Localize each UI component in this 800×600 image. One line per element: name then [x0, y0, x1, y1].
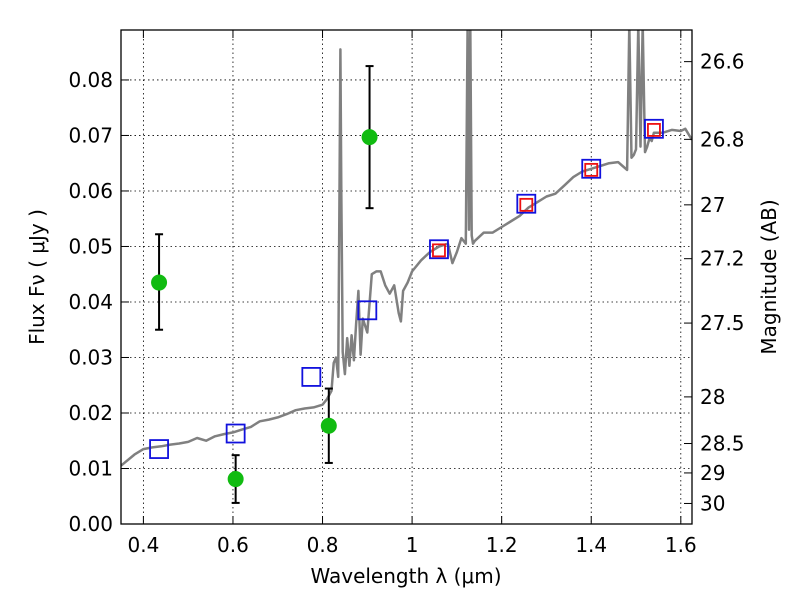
y-tick-label: 0.01: [68, 456, 113, 480]
right-tick-label: 27.2: [700, 247, 745, 271]
model-square-marker: [357, 300, 378, 321]
model-square-marker: [644, 118, 664, 139]
ir-square-marker: [432, 243, 446, 258]
ir-square-marker: [647, 123, 661, 137]
x-tick-label: 1.6: [665, 533, 697, 557]
sed-model-line: [121, 30, 692, 467]
model-square-marker: [429, 239, 449, 260]
y-tick-label: 0.06: [68, 179, 113, 203]
y-tick-label: 0.02: [68, 401, 113, 425]
tick-labels: 0.4 0.6 0.8 1 1.2 1.4 1.6 0.00 0.01 0.02 0.03 0.04 0…: [68, 50, 744, 557]
x-tick-label: 0.8: [307, 533, 339, 557]
right-axis-title: Magnitude (AB): [757, 199, 781, 354]
right-tick-label: 27: [700, 193, 725, 217]
y-tick-label: 0.03: [68, 345, 113, 369]
right-tick-label: 28.5: [700, 432, 745, 456]
right-tick-label: 27.5: [700, 311, 745, 335]
model-square-marker: [149, 439, 169, 459]
model-square-marker: [301, 367, 322, 387]
right-tick-label: 28: [700, 385, 725, 409]
model-square-marker: [516, 193, 537, 214]
right-tick-label: 26.8: [700, 127, 745, 151]
ir-square-marker: [584, 162, 599, 177]
observed-point: [361, 129, 378, 146]
x-axis-title: Wavelength λ (μm): [310, 564, 501, 588]
right-tick-label: 26.6: [700, 50, 745, 74]
model-square-marker: [225, 423, 246, 444]
plot-frame: [120, 29, 693, 525]
right-tick-label: 29: [700, 461, 725, 485]
right-tick-label: 30: [700, 491, 725, 515]
y-axis-title: Flux Fν ( μJy ): [25, 209, 49, 345]
axis-ticks: [121, 30, 692, 525]
ir-square-marker: [519, 197, 534, 212]
y-tick-label: 0.05: [68, 234, 113, 258]
y-tick-label: 0.04: [68, 290, 113, 314]
y-tick-label: 0.00: [68, 512, 113, 536]
model-square-marker: [581, 158, 602, 179]
observed-point: [320, 417, 337, 434]
y-tick-label: 0.07: [68, 123, 113, 147]
observed-point: [151, 274, 168, 291]
plot-area: [121, 30, 692, 504]
x-tick-label: 1: [406, 533, 419, 557]
x-tick-label: 0.6: [217, 533, 249, 557]
x-tick-label: 1.4: [575, 533, 607, 557]
x-tick-label: 0.4: [127, 533, 159, 557]
y-tick-label: 0.08: [68, 68, 113, 92]
observed-point: [227, 471, 244, 488]
x-tick-label: 1.2: [486, 533, 518, 557]
